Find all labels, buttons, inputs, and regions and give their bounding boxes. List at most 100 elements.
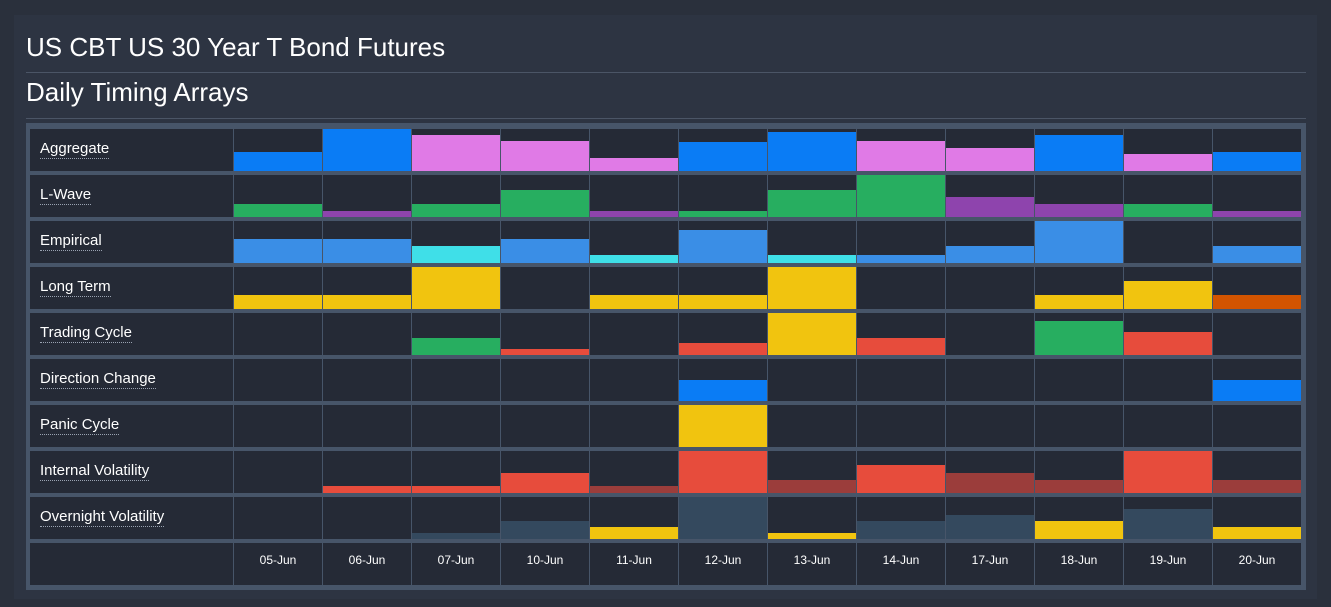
timing-bar[interactable] [501, 141, 589, 171]
timing-bar[interactable] [1213, 246, 1301, 263]
timing-bar[interactable] [1124, 332, 1212, 355]
timing-cell [1124, 221, 1212, 263]
x-tick-label: 12-Jun [704, 553, 742, 567]
timing-bar[interactable] [1213, 480, 1301, 493]
row-label[interactable]: L-Wave [40, 186, 92, 205]
timing-bar[interactable] [857, 521, 945, 539]
timing-bar[interactable] [1035, 204, 1123, 217]
timing-bar[interactable] [1035, 295, 1123, 309]
timing-cell [234, 175, 322, 217]
timing-bar[interactable] [234, 295, 322, 309]
timing-bar[interactable] [768, 132, 856, 171]
timing-bar[interactable] [590, 295, 678, 309]
timing-bar[interactable] [590, 211, 678, 217]
timing-bar[interactable] [323, 239, 411, 263]
row-label-cell: Long Term [30, 267, 233, 309]
timing-bar[interactable] [501, 473, 589, 493]
timing-bar[interactable] [946, 473, 1034, 493]
timing-bar[interactable] [412, 338, 500, 355]
timing-bar[interactable] [1213, 295, 1301, 309]
timing-bar[interactable] [679, 497, 767, 539]
timing-bar[interactable] [1213, 211, 1301, 217]
timing-bar[interactable] [679, 380, 767, 401]
timing-bar[interactable] [323, 295, 411, 309]
timing-bar[interactable] [946, 197, 1034, 217]
timing-bar[interactable] [768, 533, 856, 539]
row-label[interactable]: Direction Change [40, 370, 156, 389]
timing-bar[interactable] [1124, 509, 1212, 539]
timing-bar[interactable] [679, 295, 767, 309]
timing-bar[interactable] [323, 129, 411, 171]
timing-bar[interactable] [679, 211, 767, 217]
row-label[interactable]: Internal Volatility [40, 462, 150, 481]
timing-bar[interactable] [1124, 281, 1212, 309]
timing-bar[interactable] [679, 405, 767, 447]
timing-bar[interactable] [234, 152, 322, 171]
timing-bar[interactable] [679, 230, 767, 263]
timing-bar[interactable] [768, 255, 856, 263]
timing-bar[interactable] [857, 255, 945, 263]
timing-cell [1035, 497, 1123, 539]
timing-cell [946, 313, 1034, 355]
timing-bar[interactable] [590, 486, 678, 493]
timing-bar[interactable] [590, 255, 678, 263]
timing-bar[interactable] [412, 533, 500, 539]
timing-bar[interactable] [946, 246, 1034, 263]
row-label[interactable]: Panic Cycle [40, 416, 120, 435]
timing-bar[interactable] [590, 158, 678, 171]
timing-bar[interactable] [590, 527, 678, 539]
row-label-cell: Direction Change [30, 359, 233, 401]
timing-cell [501, 267, 589, 309]
timing-bar[interactable] [768, 190, 856, 217]
timing-bar[interactable] [234, 204, 322, 217]
timing-cell [679, 313, 767, 355]
row-label[interactable]: Trading Cycle [40, 324, 132, 343]
timing-bar[interactable] [768, 267, 856, 309]
timing-bar[interactable] [1124, 154, 1212, 171]
timing-bar[interactable] [1213, 380, 1301, 401]
timing-bar[interactable] [1035, 135, 1123, 171]
x-tick-label: 06-Jun [348, 553, 386, 567]
timing-bar[interactable] [857, 175, 945, 217]
row-label[interactable]: Long Term [40, 278, 111, 297]
timing-bar[interactable] [679, 451, 767, 493]
timing-bar[interactable] [412, 204, 500, 217]
timing-bar[interactable] [1035, 321, 1123, 355]
timing-bar[interactable] [946, 148, 1034, 171]
timing-bar[interactable] [679, 343, 767, 355]
timing-bar[interactable] [234, 239, 322, 263]
timing-bar[interactable] [501, 349, 589, 355]
timing-bar[interactable] [857, 338, 945, 355]
timing-bar[interactable] [323, 486, 411, 493]
timing-bar[interactable] [412, 486, 500, 493]
timing-bar[interactable] [768, 313, 856, 355]
row-label[interactable]: Aggregate [40, 140, 110, 159]
timing-bar[interactable] [1035, 521, 1123, 539]
timing-cell [857, 129, 945, 171]
timing-bar[interactable] [412, 267, 500, 309]
timing-bar[interactable] [1213, 527, 1301, 539]
timing-cell [679, 359, 767, 401]
row-label[interactable]: Empirical [40, 232, 102, 251]
timing-bar[interactable] [1035, 221, 1123, 263]
timing-cell [679, 451, 767, 493]
timing-bar[interactable] [501, 190, 589, 217]
timing-bar[interactable] [1124, 451, 1212, 493]
date-cell: 19-Jun [1124, 543, 1212, 585]
timing-bar[interactable] [412, 135, 500, 171]
timing-bar[interactable] [768, 480, 856, 493]
timing-bar[interactable] [1213, 152, 1301, 171]
timing-bar[interactable] [1035, 480, 1123, 493]
timing-bar[interactable] [323, 211, 411, 217]
row-label[interactable]: Overnight Volatility [40, 508, 165, 527]
timing-bar[interactable] [679, 142, 767, 171]
x-tick-label: 05-Jun [259, 553, 297, 567]
timing-bar[interactable] [857, 141, 945, 171]
timing-bar[interactable] [946, 515, 1034, 539]
timing-bar[interactable] [501, 521, 589, 539]
timing-bar[interactable] [857, 465, 945, 493]
timing-cell [590, 405, 678, 447]
timing-bar[interactable] [1124, 204, 1212, 217]
timing-bar[interactable] [412, 246, 500, 263]
timing-bar[interactable] [501, 239, 589, 263]
